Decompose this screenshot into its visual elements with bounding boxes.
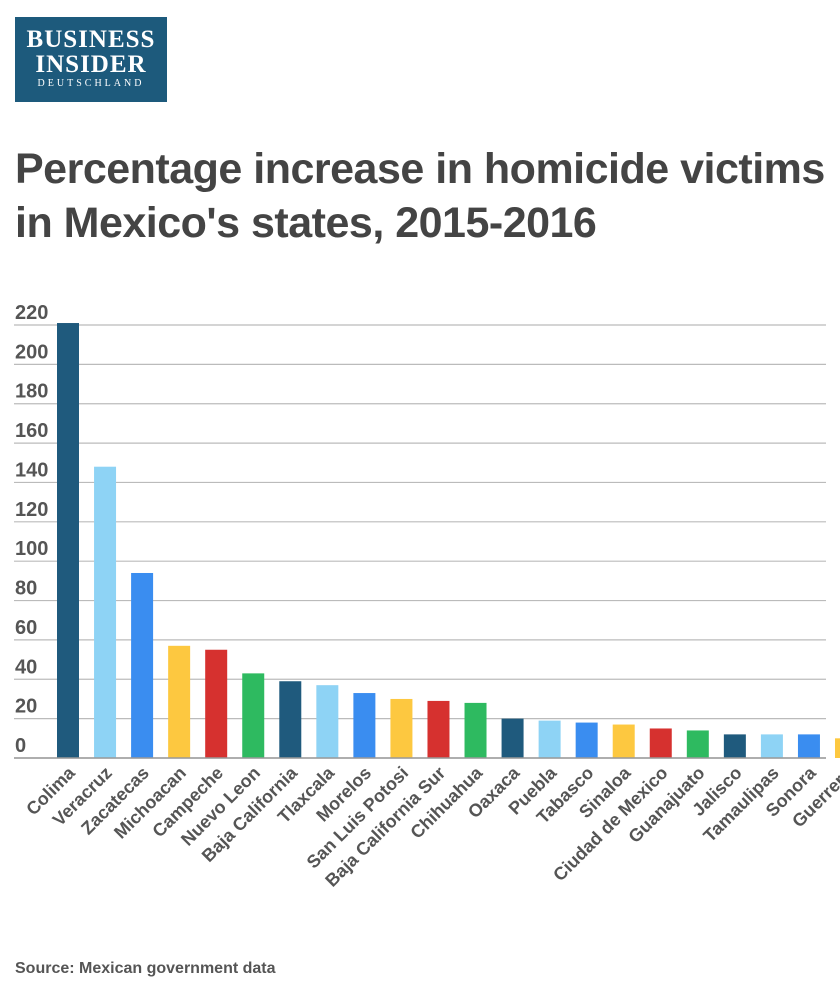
bar <box>242 673 265 758</box>
chart-title: Percentage increase in homicide victims … <box>15 145 825 247</box>
bar <box>57 323 79 758</box>
logo-line-insider: INSIDER <box>35 51 147 78</box>
bar <box>797 734 820 758</box>
bar <box>353 693 376 758</box>
y-tick-label: 100 <box>15 538 48 560</box>
bar <box>390 698 413 758</box>
bar <box>686 730 709 758</box>
y-tick-label: 120 <box>15 499 48 521</box>
business-insider-logo: BUSINESS INSIDER DEUTSCHLAND <box>15 17 167 102</box>
bar <box>464 702 487 758</box>
bar <box>723 734 746 758</box>
bar <box>131 572 154 758</box>
bar <box>501 718 524 758</box>
y-tick-label: 140 <box>15 459 48 481</box>
logo-line-deutschland: DEUTSCHLAND <box>37 78 145 89</box>
y-tick-label: 220 <box>15 302 48 324</box>
y-tick-label: 0 <box>15 735 26 757</box>
y-tick-label: 200 <box>15 341 48 363</box>
y-tick-label: 20 <box>15 696 37 718</box>
y-tick-label: 80 <box>15 578 37 600</box>
bar-chart: 020406080100120140160180200220ColimaVera… <box>14 302 840 891</box>
bar <box>612 724 635 758</box>
y-tick-label: 40 <box>15 656 37 678</box>
bar <box>94 466 117 758</box>
bar <box>279 681 302 758</box>
bar <box>316 685 339 758</box>
y-tick-label: 180 <box>15 381 48 403</box>
logo-line-business: BUSINESS <box>26 26 156 53</box>
bar <box>760 734 783 758</box>
bar <box>835 738 840 758</box>
source-note: Source: Mexican government data <box>15 960 276 977</box>
bar <box>427 700 450 758</box>
bar <box>575 722 598 758</box>
bar <box>168 645 191 758</box>
bar <box>649 728 672 758</box>
y-tick-label: 160 <box>15 420 48 442</box>
bar <box>538 720 561 758</box>
bar <box>205 649 228 758</box>
y-tick-label: 60 <box>15 617 37 639</box>
